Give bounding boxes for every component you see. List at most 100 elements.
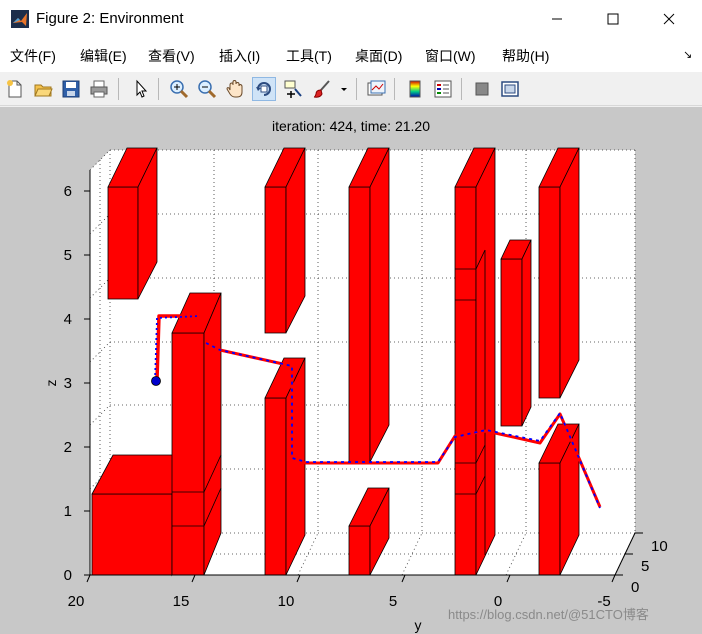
zoom-in-button[interactable]	[167, 77, 191, 101]
data-cursor-icon	[284, 80, 302, 98]
obstacle-box	[264, 147, 306, 334]
brush-icon	[313, 80, 330, 98]
z-tick-label: 4	[64, 311, 72, 328]
save-button[interactable]	[59, 77, 83, 101]
y-axis-label: y	[415, 617, 422, 633]
maximize-icon	[607, 13, 619, 25]
depth-tick-label: 10	[651, 538, 668, 555]
brush-button[interactable]	[310, 77, 334, 101]
rotate-3d-button[interactable]	[252, 77, 276, 101]
minimize-icon	[552, 18, 562, 20]
link-plot-button[interactable]	[364, 77, 388, 101]
z-tick-label: 1	[64, 503, 72, 520]
obstacle-box	[500, 239, 532, 427]
menu-insert[interactable]: 插入(I)	[219, 48, 261, 64]
open-file-button[interactable]	[31, 77, 55, 101]
toolbar	[0, 72, 702, 106]
hide-plot-tools-button[interactable]	[470, 77, 494, 101]
menu-file[interactable]: 文件(F)	[10, 48, 56, 64]
z-axis-ticks	[84, 190, 90, 576]
colorbar-icon	[409, 80, 421, 98]
menu-view[interactable]: 查看(V)	[148, 48, 195, 64]
z-tick-label: 3	[64, 375, 72, 392]
dock-arrow-icon[interactable]: ↘	[683, 49, 693, 61]
edit-plot-button[interactable]	[129, 77, 153, 101]
actual-path	[205, 342, 601, 509]
left-pane	[90, 150, 110, 575]
zoom-out-icon	[198, 80, 217, 99]
depth-tick-label: 0	[631, 579, 639, 596]
save-icon	[62, 80, 80, 98]
maximize-button[interactable]	[586, 0, 640, 38]
data-cursor-button[interactable]	[281, 77, 305, 101]
start-marker	[151, 376, 161, 386]
new-figure-button[interactable]	[3, 77, 27, 101]
plot-title: iteration: 424, time: 21.20	[272, 118, 430, 134]
insert-colorbar-button[interactable]	[403, 77, 427, 101]
toolbar-separator	[158, 78, 159, 100]
menu-window[interactable]: 窗口(W)	[425, 48, 476, 64]
print-icon	[90, 80, 108, 98]
brush-dropdown-button[interactable]	[337, 77, 351, 101]
z-tick-label: 5	[64, 247, 72, 264]
obstacle-box	[348, 147, 390, 463]
window-title: Figure 2: Environment	[36, 10, 184, 27]
dropdown-arrow-icon	[341, 88, 347, 91]
z-tick-label: 6	[64, 183, 72, 200]
y-tick-label: -5	[597, 593, 610, 610]
actual-path	[154, 315, 201, 381]
close-button[interactable]	[642, 0, 696, 38]
obstacle-box	[538, 147, 580, 399]
y-tick-label: 15	[173, 593, 190, 610]
obstacle-box	[348, 487, 390, 576]
z-tick-label: 0	[64, 567, 72, 584]
y-axis-ticks	[86, 574, 616, 583]
menu-desktop[interactable]: 桌面(D)	[355, 48, 403, 64]
obstacle-box	[454, 147, 496, 576]
3d-plot-axes[interactable]: 0 1 2 3 4 5 6 z 20 15 10 5 0 -5 y 0 5	[0, 107, 702, 634]
minimize-button[interactable]	[530, 0, 584, 38]
obstacle-box	[264, 357, 306, 576]
menu-bar: 文件(F) 编辑(E) 查看(V) 插入(I) 工具(T) 桌面(D) 窗口(W…	[0, 38, 702, 72]
y-tick-label: 10	[278, 593, 295, 610]
y-tick-label: 20	[68, 593, 85, 610]
show-plot-tools-button[interactable]	[498, 77, 522, 101]
rotate-3d-icon	[256, 82, 271, 96]
obstacle-box	[538, 423, 580, 576]
title-bar: Figure 2: Environment	[0, 0, 702, 38]
watermark: https://blog.csdn.net/@51CTO博客	[448, 607, 649, 622]
menu-help[interactable]: 帮助(H)	[502, 48, 550, 64]
toolbar-separator	[461, 78, 462, 100]
menu-edit[interactable]: 编辑(E)	[80, 48, 127, 64]
close-icon	[663, 13, 675, 25]
print-button[interactable]	[87, 77, 111, 101]
pan-hand-icon	[226, 79, 243, 98]
hide-plot-tools-icon	[475, 82, 489, 96]
obstacles	[91, 147, 580, 577]
menu-tools[interactable]: 工具(T)	[286, 48, 332, 64]
open-file-icon	[34, 84, 53, 97]
show-plot-tools-icon	[501, 81, 519, 97]
depth-axis-ticks	[615, 532, 643, 576]
obstacle-box	[171, 292, 222, 576]
z-tick-label: 2	[64, 439, 72, 456]
zoom-in-icon	[170, 80, 189, 99]
y-tick-label: 0	[494, 593, 502, 610]
pan-button[interactable]	[223, 77, 247, 101]
toolbar-separator	[356, 78, 357, 100]
toolbar-separator	[394, 78, 395, 100]
depth-tick-label: 5	[641, 558, 649, 575]
link-plot-icon	[367, 80, 386, 96]
toolbar-separator	[118, 78, 119, 100]
arrow-pointer-icon	[136, 79, 148, 98]
legend-icon	[434, 80, 452, 98]
y-tick-label: 5	[389, 593, 397, 610]
trajectory	[151, 314, 602, 509]
new-figure-icon	[7, 80, 22, 98]
insert-legend-button[interactable]	[431, 77, 455, 101]
z-axis-label: z	[43, 380, 59, 387]
obstacle-box	[107, 147, 158, 300]
matlab-icon	[11, 10, 29, 28]
zoom-out-button[interactable]	[195, 77, 219, 101]
